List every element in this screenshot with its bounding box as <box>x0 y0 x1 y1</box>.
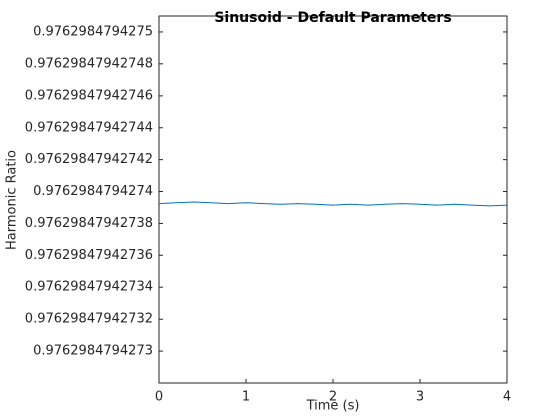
y-tick-label: 0.9762984794275 <box>33 24 153 39</box>
y-tick-label: 0.97629847942744 <box>25 120 153 135</box>
x-tick-label: 0 <box>155 390 163 405</box>
y-tick-label: 0.9762984794274 <box>33 184 153 199</box>
y-tick-label: 0.97629847942734 <box>25 280 153 295</box>
axes-box <box>158 15 508 384</box>
x-tick-label: 2 <box>329 390 337 405</box>
x-tick-label: 4 <box>503 390 511 405</box>
y-axis-label: Harmonic Ratio <box>5 150 20 250</box>
y-tick-label: 0.97629847942746 <box>25 88 153 103</box>
x-tick-label: 1 <box>242 390 250 405</box>
y-tick-label: 0.97629847942732 <box>25 312 153 327</box>
y-tick-label: 0.97629847942736 <box>25 248 153 263</box>
y-tick-label: 0.97629847942748 <box>25 56 153 71</box>
data-line <box>158 201 508 207</box>
y-tick-label: 0.9762984794273 <box>33 344 153 359</box>
y-tick-label: 0.97629847942742 <box>25 152 153 167</box>
x-axis-label: Time (s) <box>306 399 360 414</box>
y-tick-label: 0.97629847942738 <box>25 216 153 231</box>
x-tick-label: 3 <box>416 390 424 405</box>
